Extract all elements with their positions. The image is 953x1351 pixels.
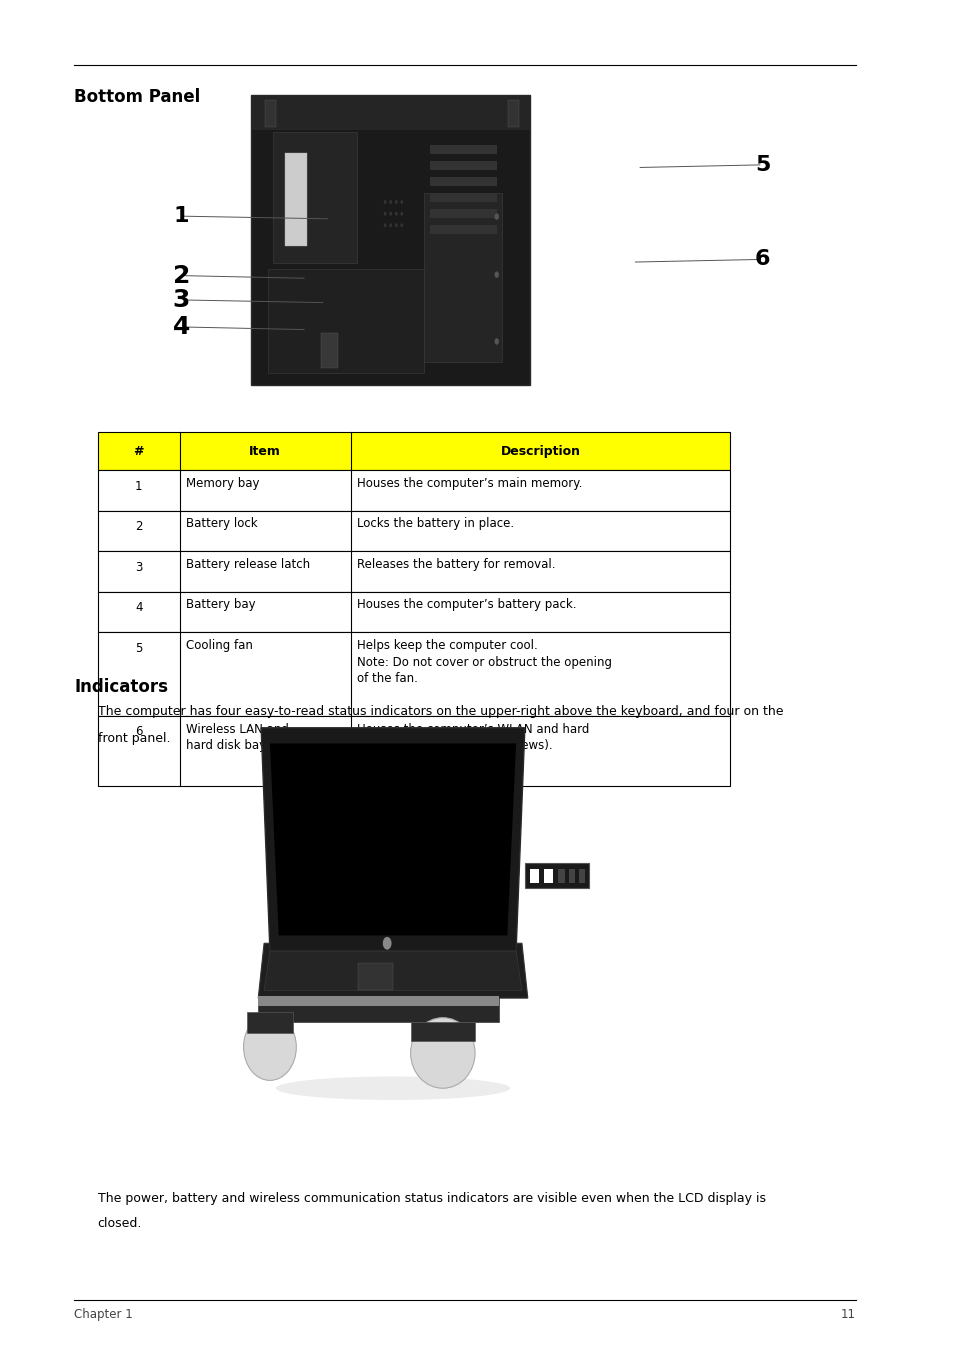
Bar (320, 332, 337, 367)
Polygon shape (264, 951, 521, 990)
Bar (97, 632, 729, 716)
Text: Houses the computer’s WLAN and hard
disk (secured with three screws).: Houses the computer’s WLAN and hard disk… (356, 723, 589, 753)
Text: 3: 3 (135, 561, 142, 574)
Circle shape (395, 212, 397, 216)
Circle shape (494, 338, 498, 345)
Bar (507, 100, 518, 127)
Text: Releases the battery for removal.: Releases the battery for removal. (356, 558, 555, 571)
Bar (97, 716, 729, 786)
Text: Houses the computer’s main memory.: Houses the computer’s main memory. (356, 477, 582, 490)
Polygon shape (270, 743, 516, 935)
Text: The computer has four easy-to-read status indicators on the upper-right above th: The computer has four easy-to-read statu… (97, 705, 782, 719)
Text: Item: Item (249, 444, 281, 458)
Bar (543, 869, 553, 884)
Bar (429, 193, 497, 203)
Text: Battery bay: Battery bay (186, 598, 255, 612)
Bar (578, 869, 585, 884)
Bar (97, 511, 729, 551)
Ellipse shape (410, 1017, 475, 1089)
Bar (530, 869, 538, 884)
Bar (524, 863, 589, 889)
Text: 4: 4 (135, 601, 142, 615)
Bar (568, 869, 575, 884)
Circle shape (382, 936, 391, 950)
Text: closed.: closed. (97, 1217, 142, 1231)
Bar (97, 592, 729, 632)
Bar (268, 269, 424, 373)
Text: #: # (133, 444, 144, 458)
Text: Bottom Panel: Bottom Panel (74, 88, 200, 105)
Text: 6: 6 (135, 725, 142, 739)
Circle shape (389, 200, 392, 204)
Text: Description: Description (500, 444, 579, 458)
Bar (251, 95, 530, 130)
Bar (429, 146, 497, 154)
Bar (251, 95, 530, 385)
Bar (284, 153, 307, 246)
Text: front panel.: front panel. (97, 732, 170, 746)
Text: 5: 5 (135, 642, 142, 655)
Text: 4: 4 (172, 315, 190, 339)
Circle shape (400, 212, 403, 216)
Circle shape (383, 223, 386, 227)
Bar (274, 132, 356, 263)
Bar (97, 432, 729, 470)
Bar (265, 100, 276, 127)
Bar (246, 1012, 294, 1034)
Circle shape (383, 212, 386, 216)
Bar (429, 226, 497, 234)
Bar (429, 209, 497, 218)
Bar (258, 996, 498, 1006)
Text: 1: 1 (173, 207, 189, 226)
Text: Helps keep the computer cool.
Note: Do not cover or obstruct the opening
of the : Helps keep the computer cool. Note: Do n… (356, 639, 612, 685)
Text: 11: 11 (840, 1308, 855, 1321)
Bar (410, 1021, 475, 1042)
Circle shape (400, 200, 403, 204)
Text: Houses the computer’s battery pack.: Houses the computer’s battery pack. (356, 598, 577, 612)
Polygon shape (258, 943, 527, 998)
Text: Battery lock: Battery lock (186, 517, 257, 531)
Text: The power, battery and wireless communication status indicators are visible even: The power, battery and wireless communic… (97, 1192, 765, 1205)
Circle shape (494, 213, 498, 220)
Text: 5: 5 (755, 155, 770, 174)
Bar (558, 869, 564, 884)
Circle shape (395, 223, 397, 227)
Text: Memory bay: Memory bay (186, 477, 259, 490)
Circle shape (389, 212, 392, 216)
Bar (429, 161, 497, 170)
Bar (429, 177, 497, 186)
Text: Battery release latch: Battery release latch (186, 558, 311, 571)
Ellipse shape (275, 1077, 510, 1100)
Text: 2: 2 (172, 263, 190, 288)
Text: 2: 2 (135, 520, 142, 534)
Circle shape (400, 223, 403, 227)
Circle shape (494, 272, 498, 278)
Bar (258, 994, 498, 1021)
Text: Wireless LAN and
hard disk bay: Wireless LAN and hard disk bay (186, 723, 289, 753)
Text: 3: 3 (172, 288, 190, 312)
Bar (97, 551, 729, 592)
Text: 6: 6 (754, 250, 770, 269)
Text: Chapter 1: Chapter 1 (74, 1308, 133, 1321)
Text: 1: 1 (135, 480, 142, 493)
Bar (424, 193, 502, 362)
Circle shape (389, 223, 392, 227)
Circle shape (395, 200, 397, 204)
Text: Locks the battery in place.: Locks the battery in place. (356, 517, 514, 531)
Circle shape (383, 200, 386, 204)
Bar (97, 470, 729, 511)
Polygon shape (261, 728, 524, 951)
Text: Indicators: Indicators (74, 678, 169, 696)
Bar (357, 963, 393, 990)
Text: Cooling fan: Cooling fan (186, 639, 253, 653)
Ellipse shape (243, 1013, 296, 1081)
